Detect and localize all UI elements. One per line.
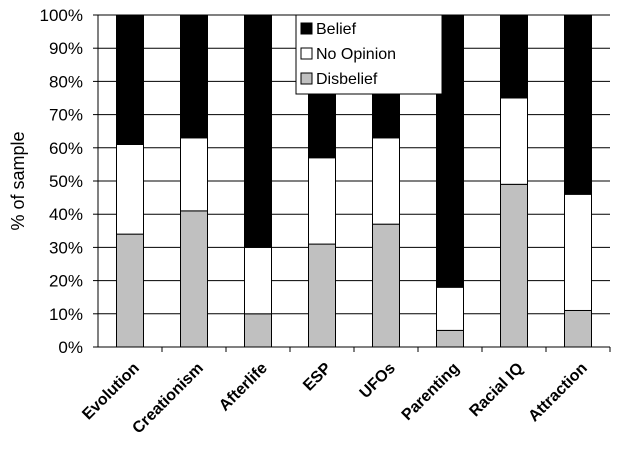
bar-segment-no-opinion (372, 137, 400, 225)
legend-label: Disbelief (316, 71, 378, 88)
x-category-label: Evolution (79, 360, 143, 424)
bar-segment-disbelief (244, 313, 272, 348)
y-tick-label: 60% (49, 139, 83, 158)
bar-segment-no-opinion (564, 193, 592, 311)
bar-segment-belief (116, 14, 144, 145)
bar-segment-disbelief (500, 183, 528, 348)
legend-swatch (300, 22, 313, 35)
bar-segment-belief (244, 14, 272, 248)
legend-swatch (300, 72, 313, 85)
bar-segment-no-opinion (308, 157, 336, 245)
x-category-label: Parenting (399, 360, 463, 424)
y-tick-label: 80% (49, 72, 83, 91)
bar-segment-disbelief (308, 243, 336, 348)
bar-segment-no-opinion (436, 286, 464, 331)
legend: Belief No Opinion Disbelief (295, 14, 443, 95)
bar-segment-no-opinion (244, 246, 272, 315)
x-category-label: UFOs (357, 360, 399, 402)
y-tick-label: 90% (49, 39, 83, 58)
bar-segment-no-opinion (116, 143, 144, 235)
y-tick-label: 30% (49, 238, 83, 257)
bar-segment-disbelief (180, 210, 208, 348)
bar-segment-disbelief (436, 329, 464, 348)
x-category-label: Afterlife (216, 360, 271, 415)
x-category-label: Attraction (525, 360, 590, 425)
bar-segment-no-opinion (500, 97, 528, 185)
bar-segment-disbelief (564, 309, 592, 348)
bar-segment-disbelief (372, 223, 400, 348)
bar-segment-belief (500, 14, 528, 99)
y-tick-label: 100% (40, 6, 83, 25)
x-category-label: Racial IQ (466, 360, 526, 420)
legend-label: No Opinion (316, 46, 396, 63)
bar-segment-no-opinion (180, 137, 208, 212)
y-tick-label: 10% (49, 305, 83, 324)
y-tick-label: 50% (49, 172, 83, 191)
bar-segment-belief (180, 14, 208, 139)
y-axis-title: % of sample (8, 131, 28, 230)
bar-segment-disbelief (116, 233, 144, 348)
legend-box (295, 14, 443, 95)
legend-swatch (300, 47, 313, 60)
x-category-label: ESP (300, 360, 335, 395)
bar-segment-belief (564, 14, 592, 195)
y-tick-label: 70% (49, 106, 83, 125)
y-tick-label: 20% (49, 272, 83, 291)
y-tick-label: 0% (58, 338, 83, 357)
y-tick-label: 40% (49, 205, 83, 224)
legend-label: Belief (316, 21, 357, 38)
